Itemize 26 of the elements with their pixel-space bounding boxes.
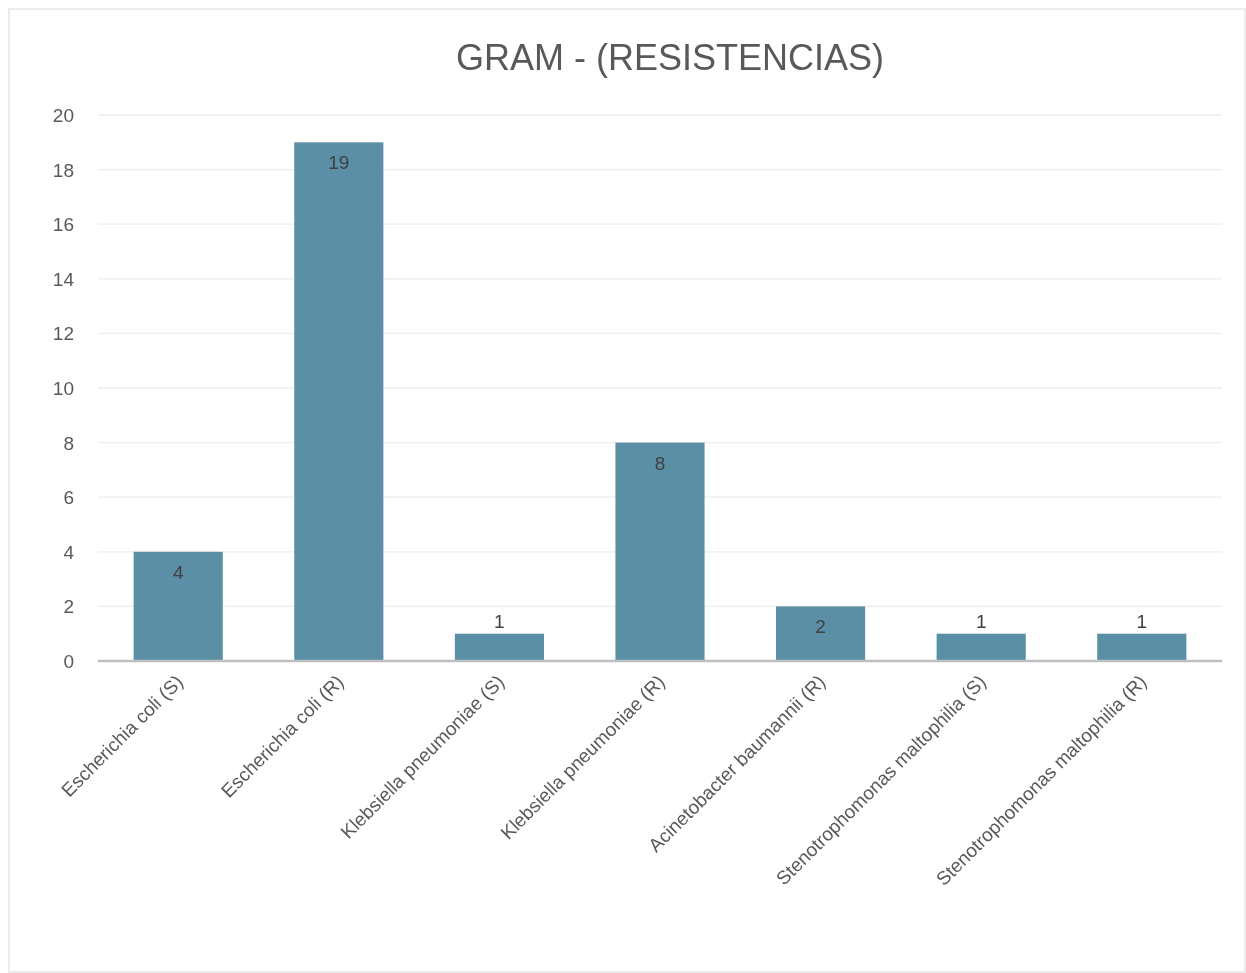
y-tick-label: 2 [63,596,74,618]
y-tick-label: 12 [52,323,74,345]
data-label: 19 [328,152,350,174]
data-label: 1 [1136,610,1148,632]
y-tick-label: 14 [52,268,75,290]
data-label: 4 [172,561,184,583]
bar [294,142,384,661]
chart-title: GRAM - (RESISTENCIAS) [455,37,885,78]
data-label: 1 [494,610,505,632]
bar [936,633,1026,661]
data-label: 8 [654,452,666,474]
y-tick-label: 18 [52,159,74,181]
y-tick-label: 0 [63,651,74,672]
y-tick-label: 6 [63,487,74,509]
data-label: 2 [815,616,826,638]
y-tick-label: 16 [52,214,74,236]
y-tick-label: 4 [63,541,75,563]
y-tick-label: 10 [52,378,74,399]
y-tick-label: 8 [63,432,74,454]
bar [1097,633,1187,661]
bar [615,442,705,661]
bar [776,606,866,661]
y-tick-label: 20 [52,105,74,126]
bar [133,551,223,661]
data-label: 1 [975,610,987,632]
bar [454,633,544,661]
